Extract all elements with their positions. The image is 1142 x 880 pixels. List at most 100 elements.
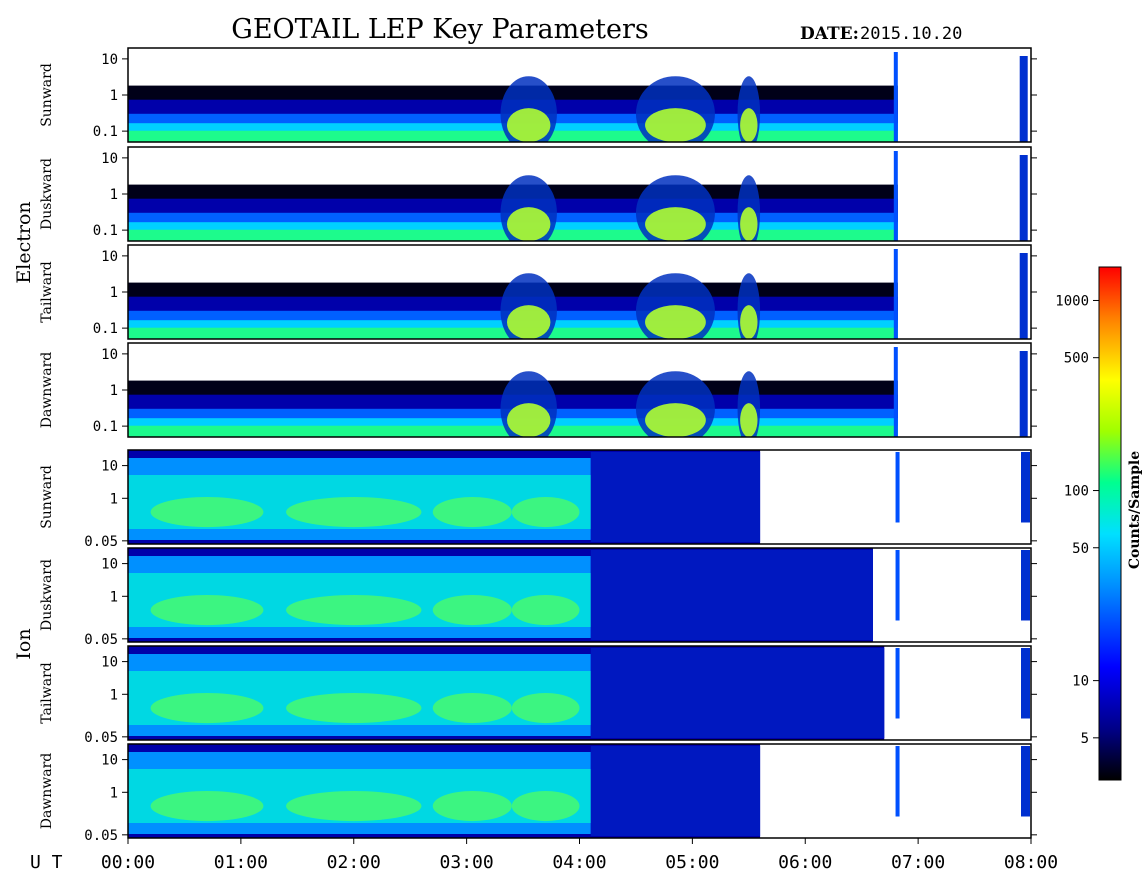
colorbar-tick-label: 1000 [1055,293,1089,309]
electron-edge-strip [893,249,898,339]
panel-direction-label: Duskward [39,559,55,631]
panel-ion-tailward: 0.05 1 10 Tailward [39,645,1037,746]
x-tick-label: 06:00 [778,852,832,873]
panel-direction-label: Sunward [39,63,55,127]
ion-blob-2 [432,693,512,724]
electron-right-strip [1019,56,1028,142]
electron-right-strip [1019,253,1028,339]
panel-ion-duskward: 0.05 1 10 Duskward [39,547,1037,648]
panel-ion-dawnward: 0.05 1 10 Dawnward [39,743,1037,844]
panel-ion-sunward: 0.05 1 10 Sunward [39,449,1037,550]
colorbar: 5 10 50 100 500 1000 Counts/Sample [1055,266,1142,781]
electron-right-strip [1019,351,1028,437]
y-tick-label: 0.1 [93,223,118,239]
y-tick-label: 0.05 [84,632,118,648]
ion-gap-strip [895,648,900,719]
panel-frame [127,449,1032,545]
x-tick-label: 00:00 [101,852,155,873]
electron-burst-core-0 [506,207,551,241]
y-tick-label: 1 [110,589,118,605]
panel-electron-tailward: 0.1 1 10 Tailward [39,244,1037,340]
ion-blob-0 [150,595,264,626]
ion-blob-1 [286,595,422,626]
panel-frame [127,547,1032,643]
y-tick-label: 10 [101,52,118,68]
spectrogram [128,249,1028,339]
y-tick-label: 0.1 [93,124,118,140]
panel-direction-label: Dawnward [39,753,55,830]
spectrogram [128,450,1030,544]
panel-electron-dawnward: 0.1 1 10 Dawnward [39,342,1037,438]
electron-edge-strip [893,52,898,142]
panel-direction-label: Sunward [39,465,55,529]
x-tick-label: 08:00 [1004,852,1058,873]
panel-direction-label: Dawnward [39,352,55,429]
electron-burst-core-1 [645,403,706,437]
ion-blob-0 [150,693,264,724]
ion-blob-0 [150,791,264,822]
spectrogram [128,548,1030,642]
y-tick-label: 1 [110,187,118,203]
ion-blob-1 [286,791,422,822]
ion-blob-1 [286,496,422,528]
y-tick-label: 0.1 [93,321,118,337]
ion-blob-3 [511,791,580,822]
time-axis: U T 00:00 01:00 02:00 03:00 04:00 05:00 06:00 0… [30,838,1058,873]
electron-burst-core-2 [740,108,758,142]
ion-right-strip [1021,550,1030,621]
colorbar-label: Counts/Sample [1127,451,1142,569]
spectrogram [128,52,1028,142]
y-tick-label: 0.05 [84,534,118,550]
ion-right-strip [1021,452,1030,523]
ion-right-strip [1021,648,1030,719]
date-label: DATE: [800,24,859,44]
y-tick-label: 1 [110,491,118,507]
spectrogram-panels: 0.1 1 10 Sunward 0.1 1 10 Duskward 0.1 1 10 Tailwar… [39,47,1037,844]
y-tick-label: 1 [110,383,118,399]
ion-gap-strip [895,550,900,621]
group-label-electron: Electron [13,201,35,283]
x-tick-label: 05:00 [665,852,719,873]
species-group-labels: Electron Ion [13,201,35,659]
ion-tail [590,550,873,640]
electron-edge-strip [893,347,898,437]
ion-tail [590,746,761,836]
x-tick-label: 02:00 [327,852,381,873]
ion-tail [590,648,885,738]
electron-burst-core-1 [645,108,706,142]
y-tick-label: 1 [110,88,118,104]
y-tick-label: 10 [101,249,118,265]
time-axis-label: U T [30,852,63,873]
electron-burst-core-2 [740,207,758,241]
spectrogram [128,646,1030,740]
y-tick-label: 1 [110,785,118,801]
ion-blob-0 [150,496,264,528]
ion-blob-3 [511,496,580,528]
x-tick-label: 07:00 [891,852,945,873]
electron-burst-core-2 [740,403,758,437]
colorbar-tick-label: 50 [1072,541,1089,557]
y-tick-label: 0.05 [84,828,118,844]
colorbar-gradient [1098,266,1122,781]
colorbar-ticks: 5 10 50 100 500 1000 [1055,293,1099,747]
ion-right-strip [1021,746,1030,817]
y-tick-label: 10 [101,557,118,573]
panel-electron-sunward: 0.1 1 10 Sunward [39,47,1037,143]
y-tick-label: 10 [101,655,118,671]
x-tick-label: 04:00 [552,852,606,873]
group-label-ion: Ion [13,628,35,659]
colorbar-tick-label: 500 [1064,351,1089,367]
ion-blob-2 [432,595,512,626]
ion-blob-2 [432,496,512,528]
electron-edge-strip [893,151,898,241]
electron-burst-core-0 [506,403,551,437]
y-tick-label: 1 [110,687,118,703]
ion-tail [590,452,761,542]
ion-gap-strip [895,452,900,523]
spectrogram [128,347,1028,437]
x-tick-label: 01:00 [214,852,268,873]
electron-burst-core-2 [740,305,758,339]
electron-burst-core-1 [645,305,706,339]
panel-direction-label: Tailward [39,662,55,724]
spectrogram [128,151,1028,241]
